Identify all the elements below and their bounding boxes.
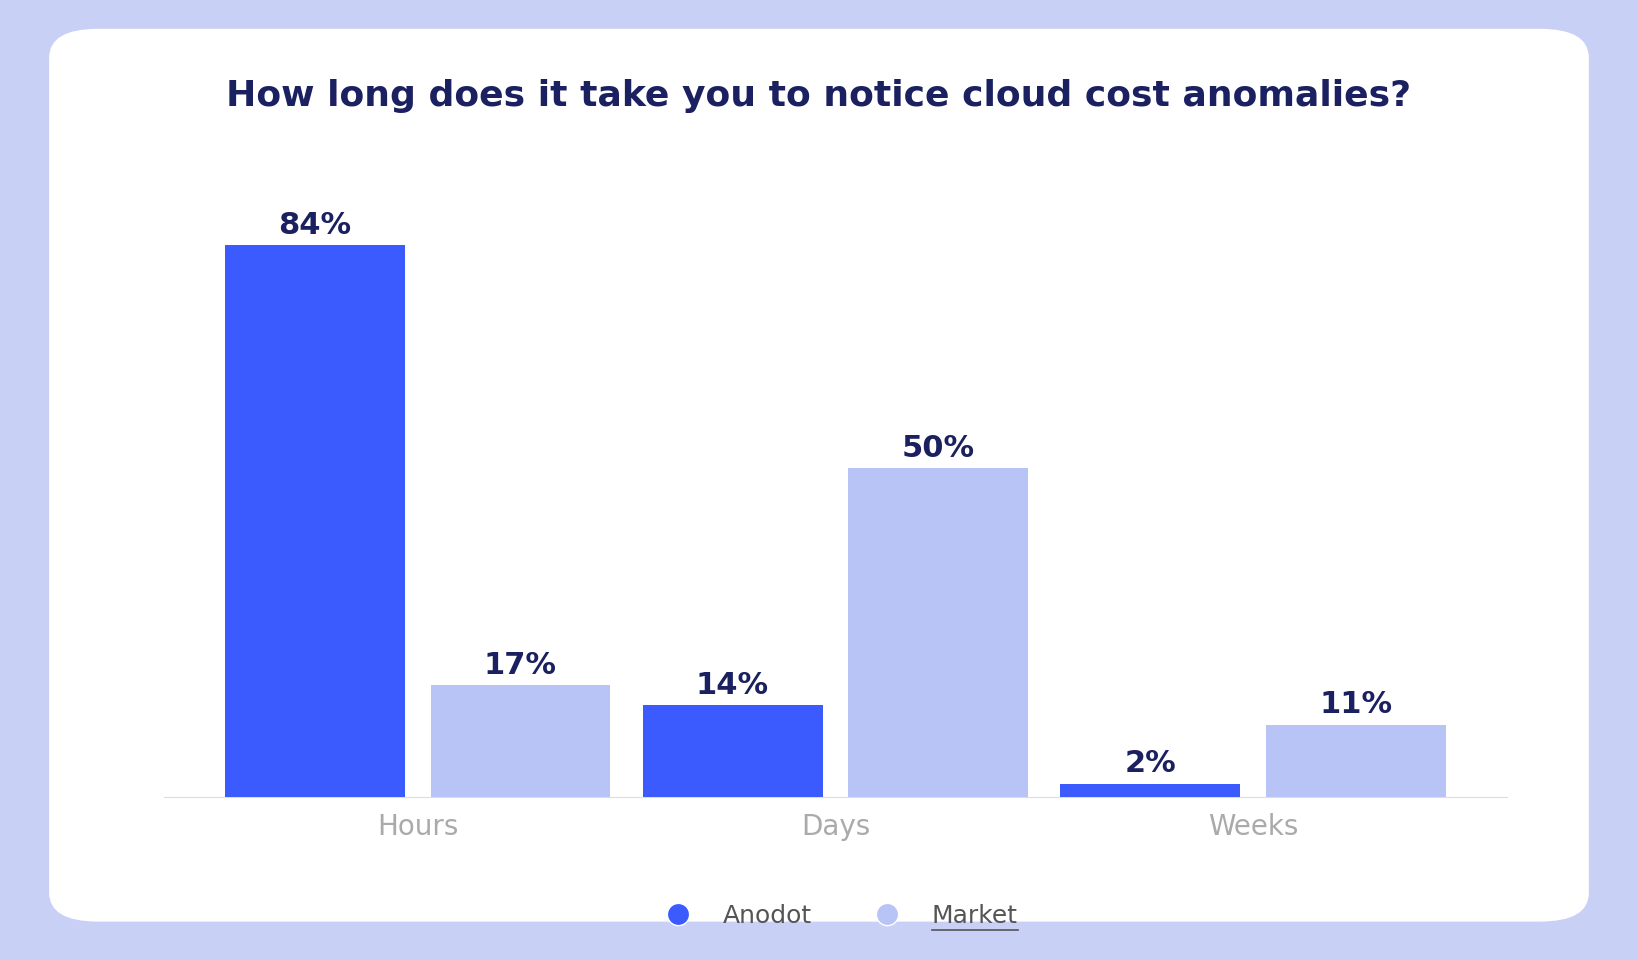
Bar bbox=[1060, 783, 1240, 797]
Bar bbox=[431, 685, 611, 797]
Bar bbox=[1266, 725, 1446, 797]
Bar bbox=[848, 468, 1029, 797]
Text: 2%: 2% bbox=[1124, 750, 1176, 779]
Text: 17%: 17% bbox=[483, 651, 557, 680]
Legend: Anodot, Market: Anodot, Market bbox=[640, 891, 1030, 940]
Text: How long does it take you to notice cloud cost anomalies?: How long does it take you to notice clou… bbox=[226, 79, 1412, 113]
Text: 84%: 84% bbox=[278, 211, 352, 240]
Bar bbox=[642, 705, 822, 797]
Text: 11%: 11% bbox=[1319, 690, 1392, 719]
Bar bbox=[224, 245, 405, 797]
Text: 14%: 14% bbox=[696, 671, 770, 700]
Text: 50%: 50% bbox=[901, 434, 975, 463]
